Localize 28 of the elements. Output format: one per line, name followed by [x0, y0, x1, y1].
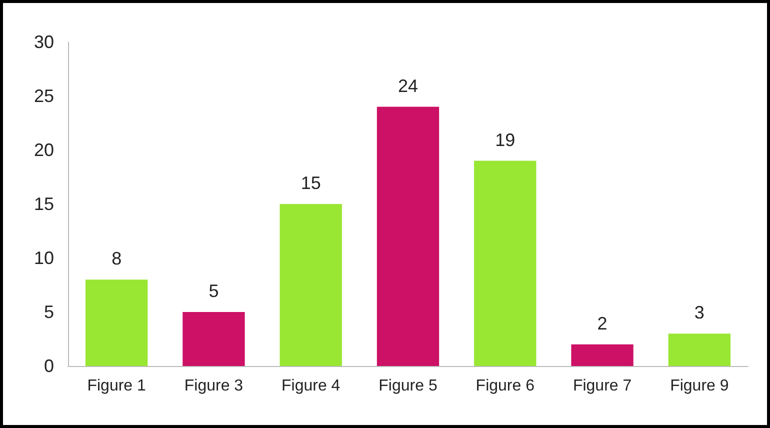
- data-label: 3: [694, 302, 704, 323]
- x-tick-label: Figure 3: [184, 378, 244, 394]
- y-tick-label: 20: [34, 140, 54, 160]
- data-label: 24: [398, 76, 418, 96]
- bar: [571, 344, 634, 366]
- data-label: 19: [495, 130, 516, 150]
- x-tick-label: Figure 1: [87, 378, 146, 394]
- y-tick-label: 25: [34, 86, 54, 106]
- y-tick-label: 0: [44, 356, 54, 376]
- bar: [85, 280, 148, 366]
- x-tick-label: Figure 7: [572, 378, 632, 394]
- bar: [668, 334, 731, 366]
- data-label: 2: [597, 313, 608, 334]
- data-label: 15: [300, 173, 321, 193]
- y-tick-label: 30: [34, 32, 54, 52]
- x-tick-label: Figure 9: [670, 378, 729, 394]
- bar: [280, 204, 342, 366]
- data-label: 5: [208, 281, 219, 301]
- data-label: 8: [112, 248, 122, 269]
- bar: [182, 312, 245, 366]
- y-tick-label: 10: [34, 248, 54, 268]
- x-tick-label: Figure 5: [378, 378, 438, 394]
- x-tick-label: Figure 6: [476, 378, 535, 394]
- bar: [376, 106, 440, 366]
- y-tick-label: 5: [44, 302, 54, 322]
- bar: [474, 160, 536, 366]
- x-tick-label: Figure 4: [282, 378, 340, 394]
- y-tick-label: 15: [34, 194, 54, 214]
